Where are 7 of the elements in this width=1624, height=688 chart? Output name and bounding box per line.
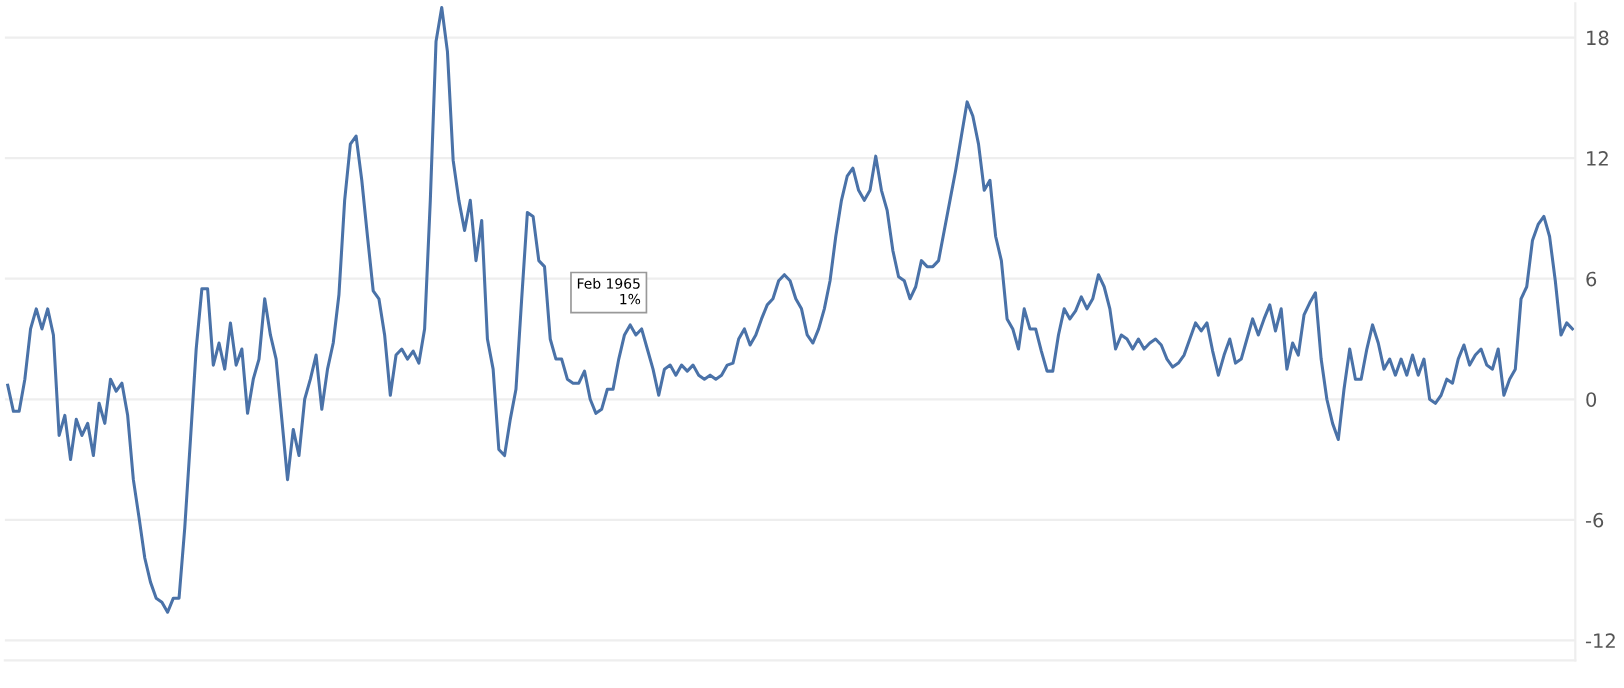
- y-tick-label: 6: [1586, 271, 1597, 287]
- y-tick-label: 12: [1587, 151, 1608, 166]
- y-tick-label: 0: [1586, 392, 1597, 407]
- y-tick-label: -6: [1585, 512, 1604, 528]
- y-tick-label: 18: [1587, 30, 1609, 46]
- y-tick-label: -12: [1585, 633, 1615, 648]
- line-series: [6, 5, 1574, 614]
